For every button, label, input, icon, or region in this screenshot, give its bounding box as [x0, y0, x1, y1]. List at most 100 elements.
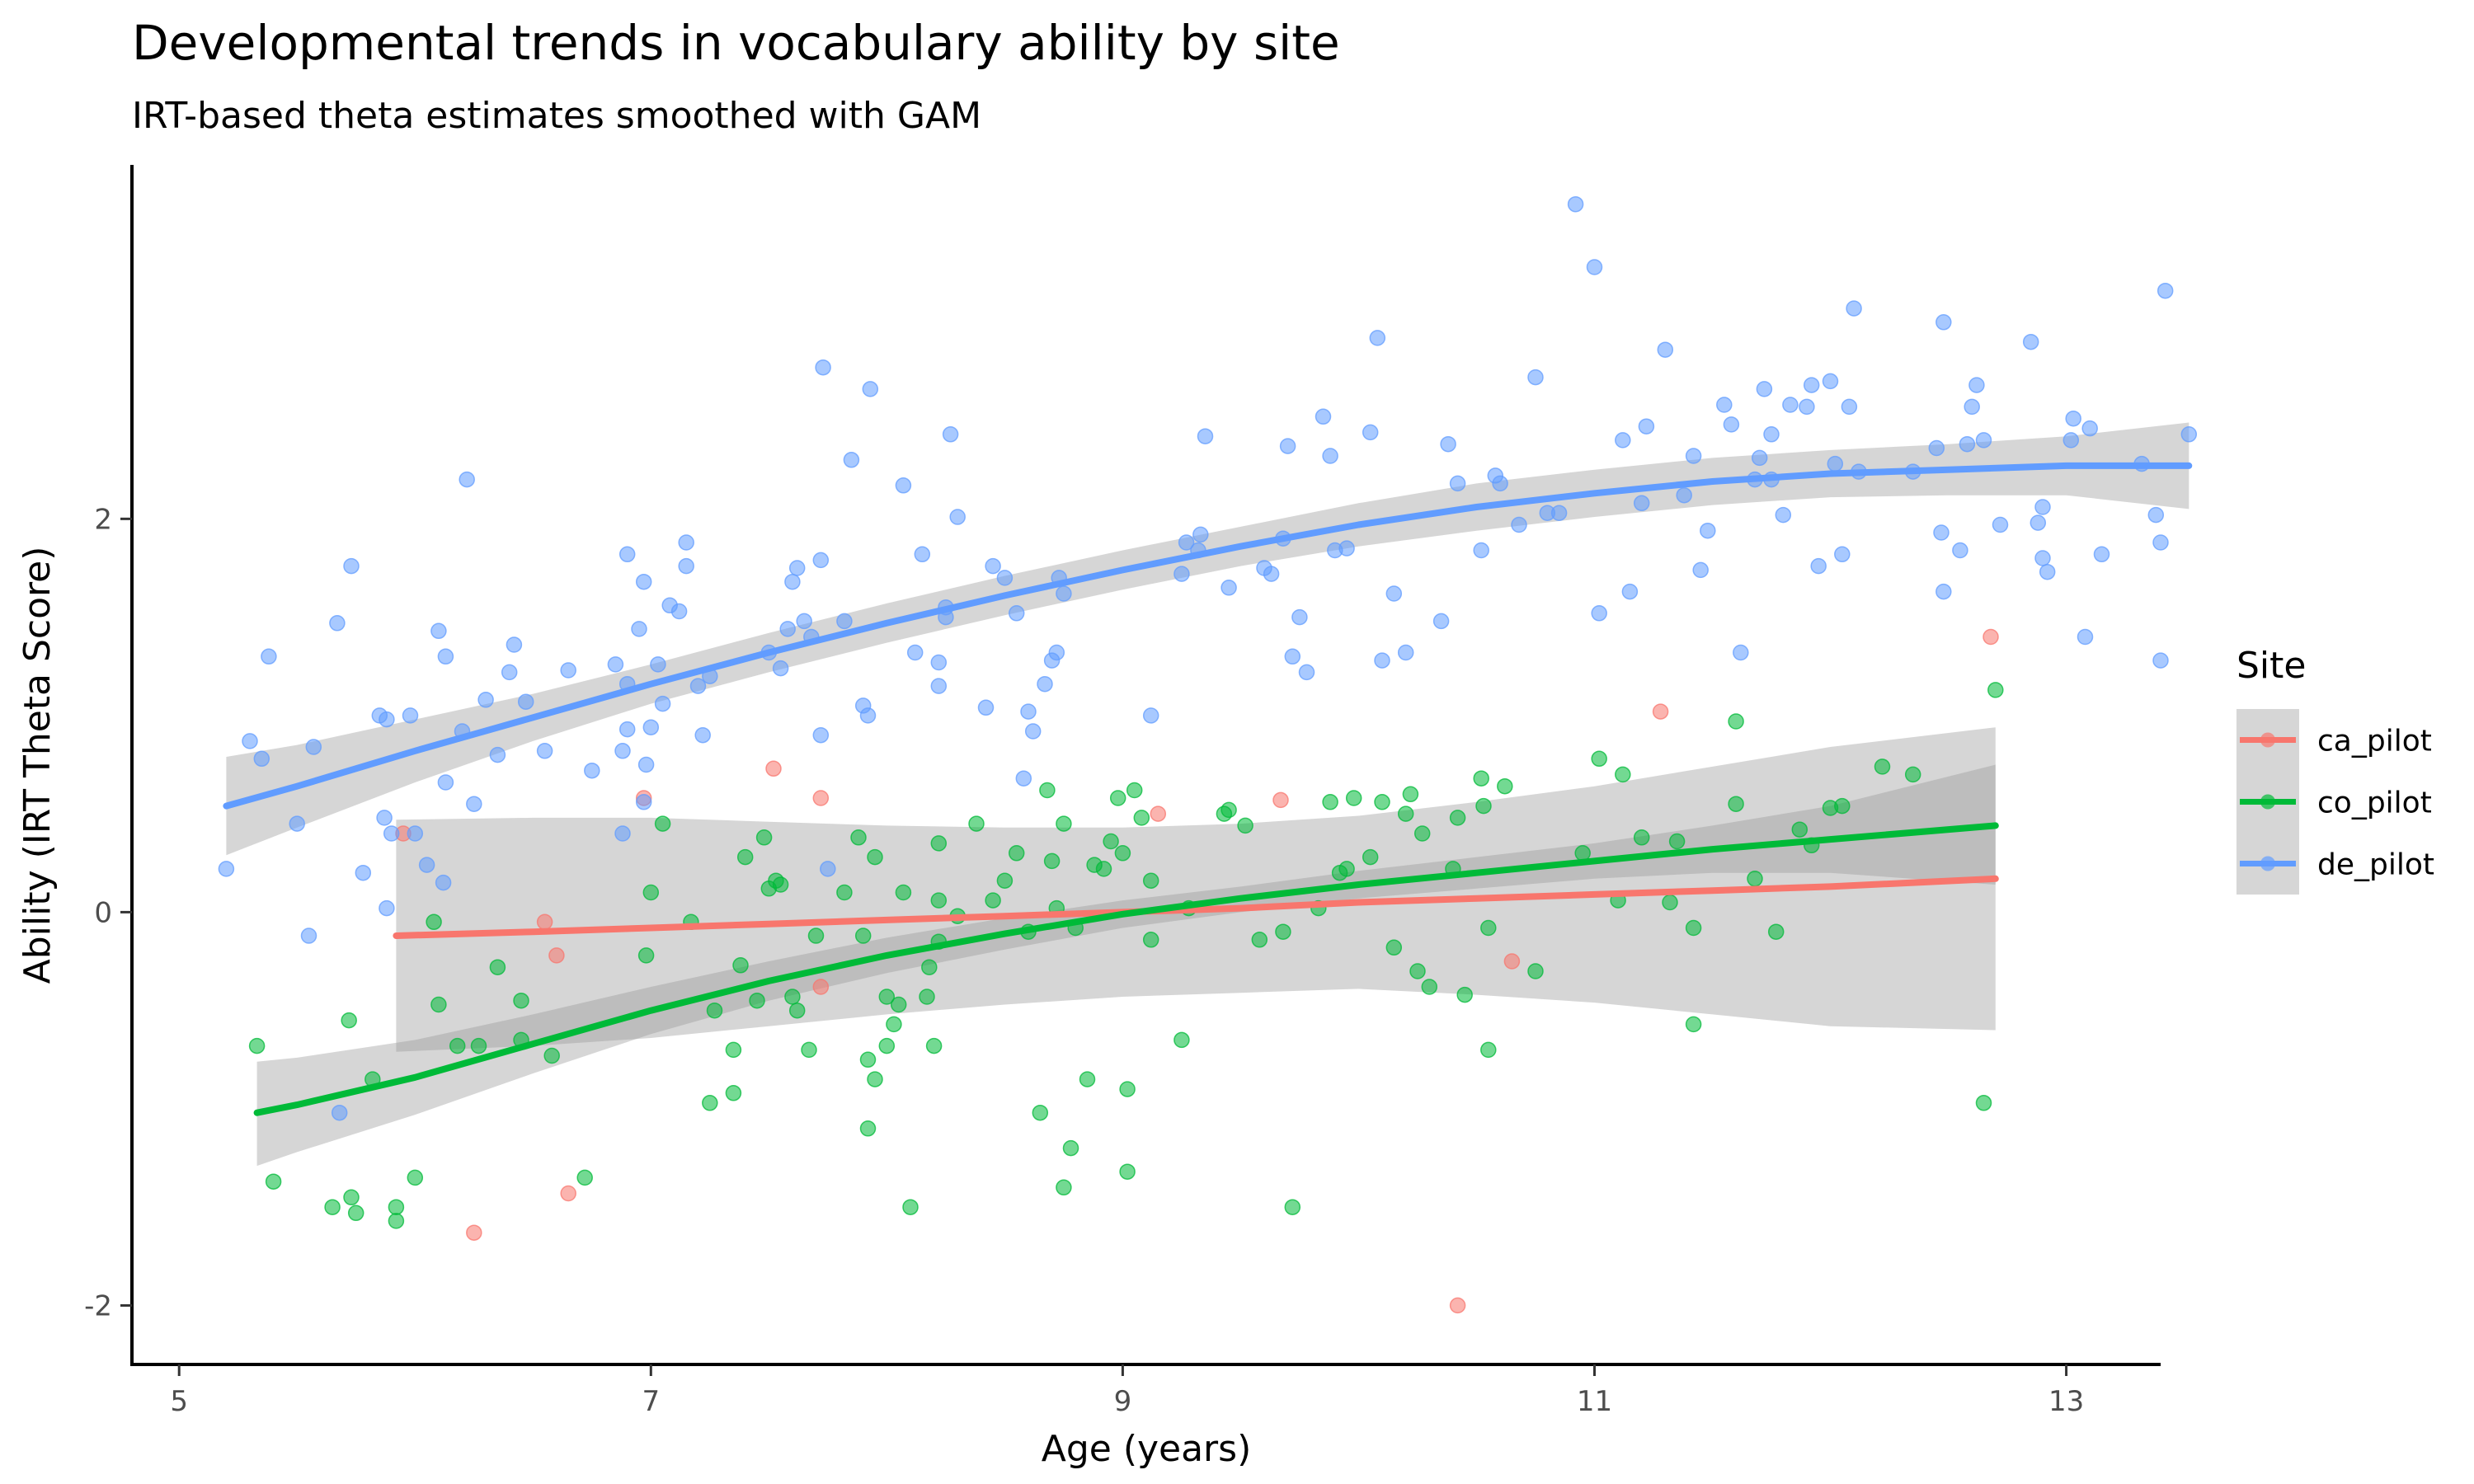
co_pilot-point	[1413, 825, 1431, 842]
de_pilot-point	[2030, 514, 2047, 531]
de_pilot-point	[1676, 486, 1692, 504]
de_pilot-point	[1964, 398, 1980, 416]
co_pilot-point	[1362, 848, 1379, 866]
de_pilot-point	[1338, 540, 1355, 556]
de_pilot-point	[637, 756, 655, 773]
co_pilot-point	[968, 815, 985, 832]
de_pilot-point	[1279, 438, 1296, 454]
ca_pilot-point	[812, 790, 830, 806]
co_pilot-point	[1142, 932, 1159, 948]
de_pilot-point	[1657, 341, 1674, 358]
co_pilot-point	[1475, 797, 1492, 815]
co_pilot-point	[1119, 1163, 1136, 1180]
de_pilot-point	[584, 762, 600, 779]
co_pilot-point	[1385, 939, 1403, 956]
ca_pilot-point	[548, 947, 565, 964]
de_pilot-point	[1197, 428, 1214, 444]
de_pilot-point	[650, 656, 666, 673]
de_pilot-point	[1221, 580, 1237, 596]
x-tick-label: 7	[642, 1385, 660, 1418]
de_pilot-point	[1440, 435, 1456, 453]
y-axis-title: Ability (IRT Theta Score)	[16, 547, 59, 984]
y-tick-label: 2	[94, 503, 112, 536]
de_pilot-point	[1020, 703, 1037, 720]
de_pilot-point	[779, 621, 796, 637]
de_pilot-point	[1822, 373, 1839, 390]
de_pilot-point	[1192, 526, 1209, 543]
co_pilot-point	[867, 848, 883, 866]
de_pilot-point	[1975, 432, 1992, 448]
de_pilot-point	[2152, 652, 2169, 669]
de_pilot-point	[459, 471, 475, 488]
x-tick-label: 5	[170, 1385, 188, 1418]
co_pilot-point	[1473, 770, 1489, 787]
de_pilot-point	[1810, 557, 1827, 575]
de_pilot-point	[2093, 546, 2110, 563]
de_pilot-point	[477, 692, 494, 708]
de_pilot-point	[784, 573, 801, 590]
x-axis-title: Age (years)	[1042, 1428, 1252, 1470]
de_pilot-point	[1142, 707, 1159, 724]
co_pilot-point	[1728, 796, 1744, 812]
co_pilot-point	[1251, 932, 1268, 948]
de_pilot-point	[796, 613, 812, 630]
co_pilot-point	[265, 1173, 282, 1190]
ca_pilot-smooth-line	[393, 875, 1999, 939]
co_pilot-point	[784, 989, 801, 1005]
co_pilot-point	[248, 1037, 266, 1054]
legend-items: ca_pilot co_pilot de_pilot	[2236, 709, 2434, 895]
de_pilot-point	[261, 648, 277, 665]
co_pilot-point	[1221, 801, 1237, 819]
de_pilot-point	[1952, 542, 1968, 559]
de_pilot-point	[1846, 300, 1862, 317]
co_pilot-point	[1633, 829, 1650, 846]
chart-title: Developmental trends in vocabulary abili…	[132, 15, 1340, 71]
de_pilot-point	[1527, 369, 1544, 386]
de_pilot-point	[1692, 561, 1709, 579]
co_pilot-point	[1032, 1104, 1049, 1121]
de_pilot-point	[1178, 534, 1195, 551]
co_pilot-point	[654, 815, 671, 832]
co_pilot-point	[1345, 790, 1362, 806]
co_pilot-point	[867, 1071, 883, 1087]
de_pilot-point	[1315, 408, 1332, 425]
de_pilot-point	[305, 739, 322, 755]
de_pilot-point	[843, 452, 860, 468]
co_pilot-point	[732, 957, 749, 974]
de_pilot-point	[376, 810, 393, 826]
de_pilot-point	[1492, 475, 1508, 492]
co_pilot-point	[1109, 790, 1126, 806]
de_pilot-point	[1550, 505, 1568, 521]
de_pilot-point	[2157, 282, 2174, 299]
co_pilot-point	[1079, 1071, 1096, 1087]
co_pilot-point	[1397, 805, 1414, 822]
de_pilot-point	[635, 573, 652, 590]
de_pilot-point	[631, 621, 647, 637]
co_pilot-point	[886, 1016, 902, 1033]
co_pilot-point	[1975, 1095, 1992, 1111]
co_pilot-point	[859, 1051, 877, 1068]
de_pilot-point	[1591, 605, 1607, 622]
de_pilot-point	[1473, 542, 1489, 559]
co_pilot-point	[1062, 1139, 1079, 1157]
co_pilot-point	[407, 1169, 424, 1186]
co_pilot-point	[470, 1037, 487, 1054]
de_pilot-point	[437, 774, 454, 791]
de_pilot-point	[1756, 381, 1773, 397]
de_pilot-point	[1322, 448, 1338, 464]
co_pilot-point	[489, 959, 506, 975]
legend-label-co_pilot: co_pilot	[2317, 787, 2432, 820]
de_pilot-point	[1621, 583, 1639, 600]
co_pilot-point	[1685, 1016, 1702, 1033]
co_pilot-point	[449, 1037, 466, 1054]
de_pilot-point	[2034, 550, 2051, 566]
de_pilot-point	[1638, 418, 1655, 434]
de_pilot-point	[435, 874, 452, 891]
de_pilot-point	[383, 825, 400, 842]
scatter-points	[218, 195, 2198, 1314]
co_pilot-point	[513, 992, 529, 1009]
co_pilot-point	[1574, 845, 1591, 862]
co_pilot-point	[1056, 1179, 1072, 1196]
co_pilot-point	[1480, 919, 1497, 937]
